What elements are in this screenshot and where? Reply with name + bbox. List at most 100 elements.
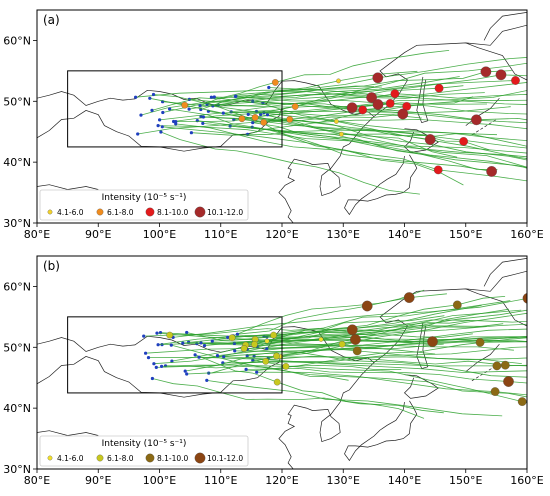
genesis-point <box>152 362 156 366</box>
cyclone-track <box>153 94 464 186</box>
legend-label: 4.1-6.0 <box>57 454 84 463</box>
genesis-point <box>221 111 225 115</box>
x-tick-label: 110°E <box>204 474 237 487</box>
cyclone-track <box>211 96 527 147</box>
cyclone-track <box>149 97 527 168</box>
legend-label: 6.1-8.0 <box>107 454 134 463</box>
cyclone-track <box>162 57 527 113</box>
intensity-marker <box>318 337 324 342</box>
genesis-point <box>199 341 203 345</box>
intensity-marker <box>346 324 358 336</box>
legend-label: 8.1-10.0 <box>157 208 189 217</box>
cyclone-track <box>137 99 527 135</box>
y-tick-label: 50°N <box>3 95 31 108</box>
intensity-marker <box>166 331 174 339</box>
intensity-marker <box>511 76 520 85</box>
intensity-marker <box>522 293 527 304</box>
genesis-point <box>154 365 158 369</box>
x-tick-label: 140°E <box>388 228 421 241</box>
intensity-marker <box>352 346 362 356</box>
x-tick-label: 100°E <box>143 228 176 241</box>
genesis-point <box>156 124 160 128</box>
y-tick-label: 60°N <box>3 280 31 293</box>
intensity-marker <box>366 92 377 103</box>
intensity-marker <box>434 83 444 93</box>
intensity-marker <box>390 89 400 99</box>
genesis-point <box>146 356 151 360</box>
study-region-box <box>67 70 283 148</box>
x-tick-label: 130°E <box>327 474 360 487</box>
intensity-marker <box>271 79 279 86</box>
intensity-marker <box>490 387 500 396</box>
cyclone-track <box>223 355 527 361</box>
intensity-marker <box>397 108 409 120</box>
y-tick-label: 30°N <box>3 217 31 230</box>
genesis-point <box>158 118 162 122</box>
x-tick-label: 80°E <box>24 474 50 487</box>
genesis-point <box>205 378 209 382</box>
x-tick-label: 130°E <box>327 228 360 241</box>
intensity-marker <box>270 331 277 339</box>
genesis-point <box>168 107 172 111</box>
intensity-marker <box>385 99 395 108</box>
panel-label: (a) <box>43 13 60 27</box>
intensity-marker <box>273 378 281 386</box>
y-tick-label: 50°N <box>3 341 31 354</box>
cyclone-track <box>173 298 527 338</box>
genesis-point <box>235 332 239 336</box>
genesis-point <box>174 122 178 126</box>
cyclone-track <box>169 108 492 172</box>
genesis-point <box>155 331 159 335</box>
cyclone-track <box>152 378 444 414</box>
intensity-marker <box>517 397 527 406</box>
legend: Intensity (10⁻⁵ s⁻¹) 4.1-6.0 6.1-8.0 8.1-10… <box>39 189 249 221</box>
x-tick-label: 150°E <box>449 474 482 487</box>
intensity-marker <box>452 300 462 310</box>
intensity-marker <box>459 137 468 146</box>
genesis-point <box>183 369 187 373</box>
panel-label: (b) <box>43 259 60 273</box>
coastline <box>465 42 527 81</box>
legend-marker <box>96 208 104 216</box>
x-tick-label: 90°E <box>85 228 111 241</box>
genesis-point <box>150 108 154 112</box>
intensity-marker <box>251 114 259 121</box>
coastline <box>37 353 283 398</box>
x-tick-label: 160°E <box>510 474 543 487</box>
cyclone-track <box>135 86 382 98</box>
genesis-point <box>198 104 202 108</box>
cyclone-track <box>204 323 527 346</box>
intensity-marker <box>264 338 270 344</box>
cyclone-track <box>199 50 450 107</box>
cyclone-track <box>266 346 522 364</box>
cyclone-track <box>207 103 527 121</box>
legend-label: 6.1-8.0 <box>107 208 134 217</box>
cyclone-track <box>198 356 527 373</box>
x-tick-label: 110°E <box>204 228 237 241</box>
genesis-point <box>136 132 140 136</box>
intensity-marker <box>262 357 270 365</box>
intensity-marker <box>495 69 507 81</box>
genesis-point <box>233 94 237 98</box>
cyclone-track <box>235 95 527 115</box>
genesis-point <box>187 107 191 111</box>
intensity-marker <box>350 334 361 345</box>
genesis-point <box>139 113 143 117</box>
genesis-point <box>181 341 185 345</box>
x-tick-label: 100°E <box>143 474 176 487</box>
intensity-marker <box>240 345 248 352</box>
intensity-marker <box>372 72 384 84</box>
genesis-point <box>233 349 237 353</box>
coastline <box>37 184 99 190</box>
intensity-marker <box>492 361 502 371</box>
genesis-point <box>160 125 164 129</box>
coastline <box>344 154 418 216</box>
cyclone-track <box>268 87 527 105</box>
x-tick-label: 120°E <box>265 228 298 241</box>
genesis-point <box>265 347 269 351</box>
genesis-point <box>215 354 220 358</box>
map-area <box>37 12 527 223</box>
genesis-point <box>251 121 255 125</box>
legend-title: Intensity (10⁻⁵ s⁻¹) <box>102 193 187 203</box>
genesis-point <box>160 364 164 368</box>
